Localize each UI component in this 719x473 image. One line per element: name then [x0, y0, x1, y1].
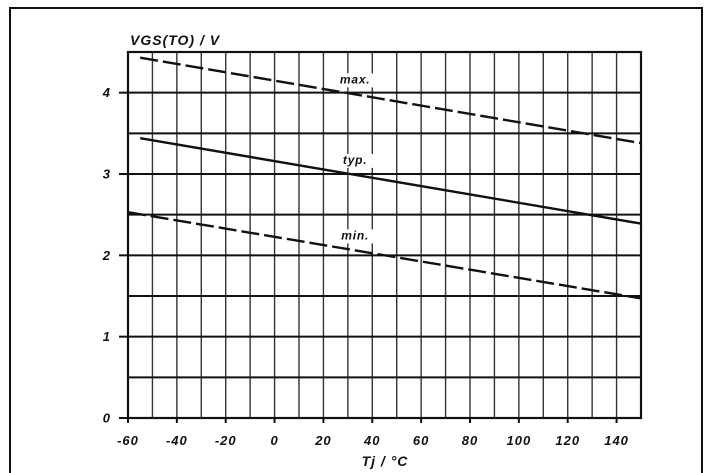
y-tick-label: 4	[102, 85, 111, 100]
x-tick-label: 60	[413, 433, 429, 448]
x-tick-label: 80	[462, 433, 478, 448]
x-tick-label: 100	[507, 433, 532, 448]
series-group	[127, 56, 642, 300]
series-label-min: min.	[341, 228, 369, 242]
series-line-min	[127, 211, 642, 300]
outer-frame	[9, 7, 703, 473]
y-tick-label: 1	[103, 329, 111, 344]
x-axis-label: Tj / °C	[362, 453, 409, 469]
y-tick-label: 2	[102, 248, 111, 263]
x-tick-label: 20	[314, 433, 331, 448]
series-label-background	[335, 229, 376, 244]
plot-area	[126, 50, 643, 420]
x-tick-label: 40	[363, 433, 380, 448]
x-tick-label: 140	[604, 433, 629, 448]
x-tick-label: -40	[166, 433, 188, 448]
series-line-typ	[139, 137, 642, 225]
series-label-background	[335, 153, 376, 168]
series-line-max	[139, 56, 642, 145]
y-tick-label: 3	[103, 167, 111, 182]
series-label-typ: typ.	[343, 153, 368, 167]
x-tick-label: -60	[117, 433, 139, 448]
x-tick-label: 120	[555, 433, 580, 448]
series-label-max: max.	[340, 72, 371, 86]
y-axis-label: VGS(TO) / V	[130, 32, 221, 48]
series-label-background	[335, 73, 376, 88]
x-tick-label: 0	[270, 433, 278, 448]
y-tick-label: 0	[103, 411, 111, 426]
axis-ticks: 0 1 2 3 4 -60 -40 -20 0 20 40 60 80 100 120 140	[102, 85, 629, 448]
series-labels: max. typ. min.	[335, 72, 376, 244]
grid	[127, 51, 642, 419]
x-tick-label: -20	[215, 433, 237, 448]
